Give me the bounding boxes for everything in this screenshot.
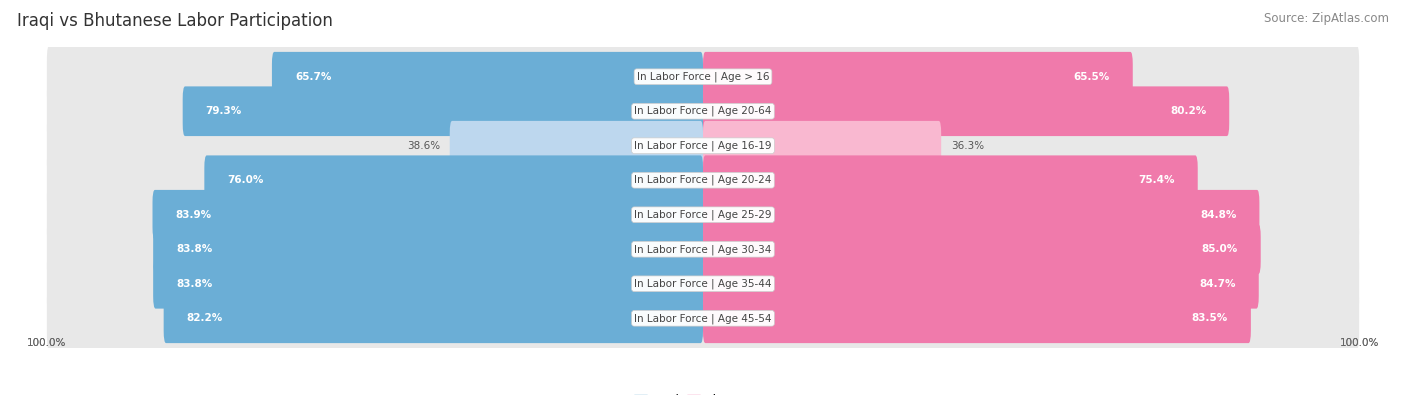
FancyBboxPatch shape: [703, 190, 1260, 240]
Text: 83.8%: 83.8%: [176, 279, 212, 289]
Text: 84.8%: 84.8%: [1201, 210, 1236, 220]
Text: In Labor Force | Age 25-29: In Labor Force | Age 25-29: [634, 209, 772, 220]
FancyBboxPatch shape: [46, 79, 1360, 144]
Text: 83.5%: 83.5%: [1192, 313, 1227, 323]
FancyBboxPatch shape: [46, 217, 1360, 282]
FancyBboxPatch shape: [46, 286, 1360, 351]
Text: Iraqi vs Bhutanese Labor Participation: Iraqi vs Bhutanese Labor Participation: [17, 12, 333, 30]
FancyBboxPatch shape: [46, 113, 1360, 178]
Text: 82.2%: 82.2%: [187, 313, 224, 323]
FancyBboxPatch shape: [153, 224, 703, 274]
FancyBboxPatch shape: [46, 148, 1360, 213]
FancyBboxPatch shape: [46, 44, 1360, 109]
Text: In Labor Force | Age 20-24: In Labor Force | Age 20-24: [634, 175, 772, 186]
Text: In Labor Force | Age 20-64: In Labor Force | Age 20-64: [634, 106, 772, 117]
FancyBboxPatch shape: [450, 121, 703, 171]
FancyBboxPatch shape: [204, 155, 703, 205]
FancyBboxPatch shape: [703, 293, 1251, 343]
FancyBboxPatch shape: [153, 259, 703, 308]
Text: 76.0%: 76.0%: [228, 175, 264, 185]
Text: 80.2%: 80.2%: [1170, 106, 1206, 116]
FancyBboxPatch shape: [152, 190, 703, 240]
FancyBboxPatch shape: [703, 259, 1258, 308]
Text: 100.0%: 100.0%: [1340, 338, 1379, 348]
Text: 84.7%: 84.7%: [1199, 279, 1236, 289]
FancyBboxPatch shape: [703, 155, 1198, 205]
FancyBboxPatch shape: [46, 182, 1360, 247]
Text: In Labor Force | Age 45-54: In Labor Force | Age 45-54: [634, 313, 772, 324]
FancyBboxPatch shape: [163, 293, 703, 343]
Text: 85.0%: 85.0%: [1202, 244, 1237, 254]
FancyBboxPatch shape: [183, 87, 703, 136]
FancyBboxPatch shape: [46, 251, 1360, 316]
Text: 65.5%: 65.5%: [1074, 72, 1109, 82]
Text: 100.0%: 100.0%: [27, 338, 66, 348]
Text: Source: ZipAtlas.com: Source: ZipAtlas.com: [1264, 12, 1389, 25]
Text: In Labor Force | Age 35-44: In Labor Force | Age 35-44: [634, 278, 772, 289]
Legend: Iraqi, Bhutanese: Iraqi, Bhutanese: [634, 394, 772, 395]
FancyBboxPatch shape: [703, 87, 1229, 136]
Text: 100.0%: 100.0%: [27, 338, 66, 348]
Text: 75.4%: 75.4%: [1139, 175, 1175, 185]
Text: 83.8%: 83.8%: [176, 244, 212, 254]
Text: 100.0%: 100.0%: [1340, 338, 1379, 348]
Text: 36.3%: 36.3%: [950, 141, 984, 151]
FancyBboxPatch shape: [703, 121, 941, 171]
Text: In Labor Force | Age > 16: In Labor Force | Age > 16: [637, 71, 769, 82]
Text: 83.9%: 83.9%: [176, 210, 211, 220]
FancyBboxPatch shape: [271, 52, 703, 102]
FancyBboxPatch shape: [703, 224, 1261, 274]
Text: 79.3%: 79.3%: [205, 106, 242, 116]
Text: 38.6%: 38.6%: [406, 141, 440, 151]
Text: 65.7%: 65.7%: [295, 72, 332, 82]
FancyBboxPatch shape: [703, 52, 1133, 102]
Text: In Labor Force | Age 30-34: In Labor Force | Age 30-34: [634, 244, 772, 254]
Text: In Labor Force | Age 16-19: In Labor Force | Age 16-19: [634, 141, 772, 151]
